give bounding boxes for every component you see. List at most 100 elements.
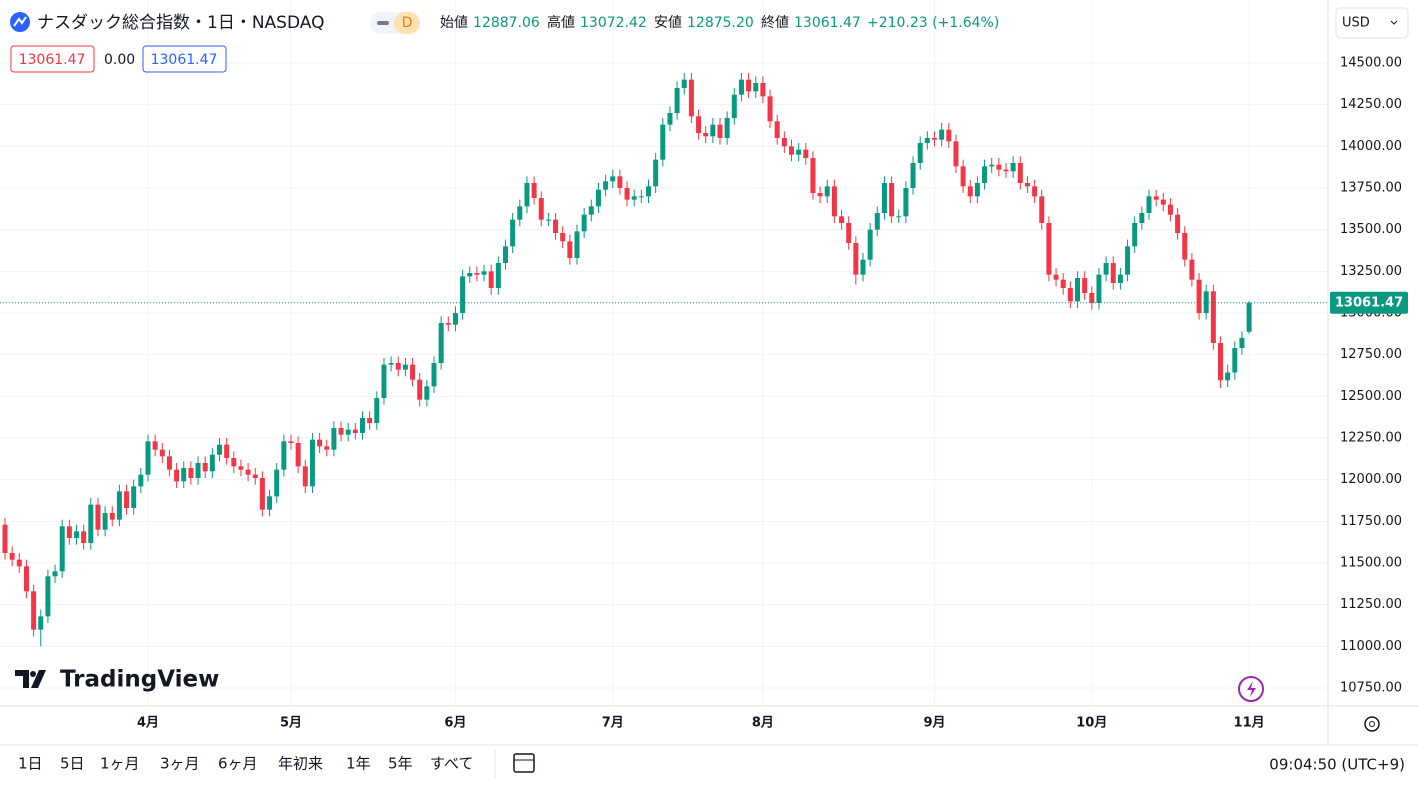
- candle-body: [839, 216, 845, 223]
- ohlc-value: 12875.20: [687, 15, 754, 31]
- x-tick-label: 10月: [1076, 716, 1107, 731]
- y-tick-label: 10750.00: [1340, 681, 1402, 696]
- range-button[interactable]: 年初来: [278, 755, 323, 773]
- date-range-icon[interactable]: [513, 753, 535, 773]
- candle-body: [374, 398, 380, 423]
- candle-body: [460, 276, 466, 313]
- candle-body: [388, 363, 394, 365]
- candle-body: [760, 83, 766, 97]
- candle-body: [367, 418, 373, 423]
- candle-body: [309, 439, 315, 487]
- change-box-text: 0.00: [104, 52, 135, 68]
- candle-body: [653, 159, 659, 187]
- price-box[interactable]: [142, 45, 227, 73]
- candle-body: [59, 526, 65, 572]
- toolbar: 1日 5日 1ヶ月 3ヶ月 6ヶ月 年初来 1年 5年 すべて: [18, 755, 473, 773]
- candle-body: [789, 146, 794, 155]
- candle-body: [1203, 291, 1209, 313]
- candle-body: [1046, 223, 1052, 275]
- candle-body: [624, 188, 630, 200]
- axes: 10750.00 11000.00 11250.00 11500.00 11750.00…: [137, 56, 1408, 731]
- y-tick-label: 12000.00: [1340, 472, 1402, 487]
- candle-body: [424, 386, 430, 400]
- range-button[interactable]: 3ヶ月: [160, 755, 200, 773]
- range-button[interactable]: 6ヶ月: [218, 755, 258, 773]
- y-tick-label: 13500.00: [1340, 222, 1402, 237]
- candle-body: [667, 113, 673, 125]
- candle-body: [1096, 274, 1102, 303]
- range-button[interactable]: 1ヶ月: [100, 755, 140, 773]
- candle-body: [517, 206, 523, 220]
- brand-text: TradingView: [60, 667, 219, 693]
- settings-icon[interactable]: [1364, 716, 1380, 732]
- candle-body: [152, 441, 158, 450]
- candle-body: [116, 491, 122, 520]
- candle-body: [74, 531, 79, 538]
- candle-body: [595, 189, 601, 207]
- candle-body: [924, 138, 930, 143]
- candle-body: [1153, 196, 1159, 200]
- x-tick-label: 8月: [752, 716, 774, 731]
- candle-body: [102, 513, 108, 530]
- currency-select[interactable]: [1335, 7, 1409, 39]
- interval-badge: [394, 12, 420, 34]
- candle-body: [553, 219, 559, 233]
- candle-body: [524, 183, 530, 207]
- dropdown-arrow: [1390, 20, 1398, 25]
- candle-body: [1010, 163, 1016, 172]
- candle-body: [1017, 163, 1023, 183]
- candle-body: [803, 149, 809, 158]
- candle-body: [438, 323, 444, 363]
- candle-body: [774, 121, 780, 138]
- symbol-logo: [10, 12, 30, 32]
- range-button[interactable]: すべて: [430, 755, 473, 773]
- y-tick-label: 14250.00: [1340, 97, 1402, 112]
- range-button[interactable]: 5日: [60, 755, 85, 773]
- brand-logo: [15, 670, 46, 688]
- candle-body: [989, 164, 995, 167]
- candle-body: [267, 496, 273, 510]
- candle-body: [867, 229, 873, 260]
- candle-body: [324, 446, 330, 450]
- price-box[interactable]: [10, 45, 95, 73]
- candle-body: [1075, 278, 1080, 302]
- candle-body: [1239, 337, 1245, 348]
- candle-body: [731, 94, 737, 118]
- candle-body: [259, 478, 265, 510]
- candle-body: [288, 441, 294, 443]
- candle-body: [681, 79, 687, 88]
- plot: [0, 73, 1328, 647]
- candle-body: [452, 313, 458, 325]
- y-tick-label: 11250.00: [1340, 597, 1402, 612]
- y-tick-label: 14500.00: [1340, 56, 1402, 71]
- candle-body: [124, 491, 130, 508]
- candle-body: [1032, 186, 1038, 197]
- candle-body: [960, 166, 966, 187]
- candle-body: [410, 364, 416, 380]
- candle-body: [796, 149, 802, 155]
- candle-body: [16, 559, 22, 567]
- range-button[interactable]: 1年: [346, 755, 371, 773]
- range-button[interactable]: 5年: [388, 755, 413, 773]
- candle-body: [982, 166, 988, 183]
- x-tick-label: 11月: [1234, 716, 1265, 731]
- candle-body: [1117, 274, 1123, 283]
- symbol-title[interactable]: ナスダック総合指数・1日・NASDAQ: [37, 13, 324, 33]
- candle-body: [1024, 183, 1030, 187]
- candle-body: [45, 576, 51, 617]
- last-price-label: 13061.47: [1335, 295, 1403, 310]
- candle-body: [638, 196, 644, 198]
- candle-body: [338, 428, 344, 435]
- candle-body: [696, 116, 702, 133]
- candle-body: [402, 364, 408, 370]
- range-button[interactable]: 1日: [18, 755, 43, 773]
- candle-body: [252, 474, 258, 478]
- candle-body: [853, 243, 859, 275]
- candle-body: [932, 138, 937, 140]
- ohlc-label: 安値: [654, 15, 682, 31]
- x-tick-label: 7月: [602, 716, 624, 731]
- event-glyph: [1247, 681, 1256, 697]
- candle-body: [488, 271, 494, 288]
- status-icon: [377, 21, 389, 25]
